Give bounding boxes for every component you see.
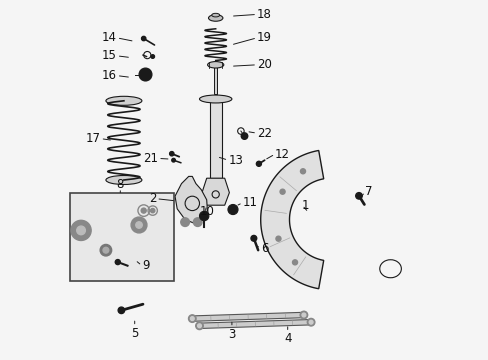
Circle shape — [77, 226, 85, 235]
Circle shape — [190, 317, 194, 320]
Circle shape — [250, 235, 256, 241]
Text: 19: 19 — [257, 31, 271, 44]
Circle shape — [308, 320, 312, 324]
Circle shape — [188, 315, 196, 323]
Circle shape — [100, 244, 111, 256]
Circle shape — [181, 218, 189, 226]
Text: 20: 20 — [257, 58, 271, 71]
Ellipse shape — [208, 15, 223, 21]
Text: 1: 1 — [302, 199, 309, 212]
Circle shape — [137, 222, 143, 228]
Circle shape — [131, 217, 146, 233]
Circle shape — [141, 36, 145, 41]
Text: 10: 10 — [199, 205, 214, 218]
Circle shape — [195, 322, 203, 330]
Polygon shape — [202, 178, 229, 205]
Circle shape — [71, 220, 91, 240]
Circle shape — [118, 307, 124, 314]
Ellipse shape — [211, 13, 219, 17]
Circle shape — [141, 208, 146, 213]
Text: 16: 16 — [102, 69, 117, 82]
Circle shape — [136, 222, 142, 228]
Circle shape — [169, 152, 174, 156]
Text: 5: 5 — [131, 327, 138, 339]
Circle shape — [115, 260, 120, 265]
Text: 9: 9 — [142, 259, 149, 272]
Circle shape — [292, 260, 297, 265]
Text: 11: 11 — [242, 196, 257, 209]
Text: 18: 18 — [257, 8, 271, 21]
Text: 13: 13 — [228, 154, 243, 167]
Circle shape — [150, 208, 155, 213]
Text: 7: 7 — [365, 185, 372, 198]
Circle shape — [199, 211, 208, 221]
Circle shape — [227, 204, 238, 215]
Circle shape — [151, 55, 154, 58]
Bar — [209, 101, 222, 178]
Circle shape — [197, 324, 201, 328]
Text: 14: 14 — [102, 31, 117, 44]
Ellipse shape — [207, 62, 224, 68]
Text: 2: 2 — [148, 192, 156, 205]
Circle shape — [300, 311, 307, 319]
Ellipse shape — [199, 95, 231, 103]
Text: 3: 3 — [228, 328, 235, 341]
Circle shape — [302, 313, 305, 317]
Circle shape — [306, 318, 314, 326]
Ellipse shape — [106, 175, 142, 184]
Polygon shape — [192, 312, 304, 321]
Circle shape — [138, 224, 142, 226]
Circle shape — [103, 247, 108, 253]
Circle shape — [256, 161, 261, 166]
Text: 17: 17 — [85, 132, 101, 145]
Circle shape — [171, 158, 175, 162]
Circle shape — [139, 68, 152, 81]
Circle shape — [280, 189, 285, 194]
Polygon shape — [199, 320, 310, 328]
Text: 22: 22 — [257, 127, 271, 140]
Polygon shape — [81, 223, 140, 233]
Circle shape — [193, 218, 202, 226]
Bar — [70, 193, 174, 281]
Circle shape — [300, 169, 305, 174]
Text: 21: 21 — [143, 152, 158, 165]
Ellipse shape — [106, 96, 142, 105]
Text: 4: 4 — [284, 332, 291, 345]
Text: 8: 8 — [116, 178, 124, 191]
Text: 6: 6 — [260, 242, 267, 255]
Bar — [214, 65, 217, 94]
Polygon shape — [175, 176, 207, 223]
Circle shape — [275, 236, 281, 241]
Circle shape — [79, 229, 82, 232]
Circle shape — [241, 133, 247, 139]
Text: 15: 15 — [102, 49, 117, 62]
Text: 12: 12 — [275, 148, 289, 161]
Circle shape — [78, 228, 83, 233]
Circle shape — [355, 193, 362, 199]
Polygon shape — [260, 150, 323, 289]
